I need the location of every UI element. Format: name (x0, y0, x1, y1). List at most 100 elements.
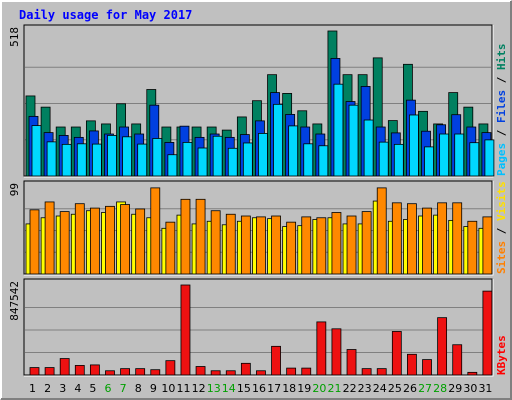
bar-sites (210, 210, 221, 275)
bar-sites (361, 211, 372, 275)
bar-kbytes (256, 370, 266, 376)
bar-pages (258, 133, 268, 177)
bar-pages (107, 135, 117, 177)
bar-kbytes (210, 370, 221, 376)
bar-sites (256, 216, 266, 275)
bar-pages (212, 135, 223, 177)
bar-pages (303, 143, 314, 177)
bar-kbytes (135, 368, 146, 376)
bar-kbytes (286, 367, 297, 376)
bar-pages (484, 139, 495, 177)
bar-pages (424, 146, 434, 177)
plot-area (23, 278, 493, 376)
x-tick-label: 17 (267, 382, 281, 395)
y-max-label: 518 (8, 27, 21, 47)
bar-kbytes (376, 368, 387, 376)
x-tick-label: 2 (44, 382, 51, 395)
x-tick-label: 9 (150, 382, 157, 395)
bar-kbytes (331, 328, 342, 376)
x-tick-label: 22 (343, 382, 357, 395)
bar-sites (301, 216, 312, 275)
bar-sites (482, 216, 493, 275)
bar-sites (180, 198, 191, 275)
bar-kbytes (180, 284, 191, 376)
bar-sites (437, 202, 448, 275)
legend-entry: Sites (495, 241, 508, 274)
x-tick-label: 25 (388, 382, 402, 395)
bar-pages (91, 143, 102, 177)
bar-kbytes (316, 321, 327, 376)
bar-kbytes (346, 349, 357, 376)
bar-sites (120, 204, 130, 275)
bar-pages (439, 133, 450, 177)
legend-entry: Hits (495, 44, 508, 71)
bar-kbytes (59, 358, 70, 376)
x-tick-label: 27 (418, 382, 432, 395)
bar-sites (452, 202, 463, 275)
legend-entry: / (495, 123, 508, 143)
side-legend: Pages / Files / Hits (495, 44, 508, 177)
bar-sites (467, 220, 478, 275)
visits-panel: 99 Sites / Visits (8, 180, 508, 276)
bar-kbytes (467, 371, 478, 376)
bar-pages (409, 114, 419, 177)
bar-sites (346, 215, 357, 275)
bar-kbytes (105, 370, 115, 376)
y-max-label: 99 (8, 183, 21, 196)
bar-kbytes (361, 368, 372, 376)
bar-kbytes (422, 359, 432, 376)
x-tick-label: 16 (252, 382, 266, 395)
bar-sites (135, 208, 146, 275)
bar-sites (105, 205, 115, 275)
x-tick-label: 21 (327, 382, 341, 395)
x-tick-label: 20 (312, 382, 326, 395)
bar-sites (331, 212, 342, 275)
x-tick-label: 14 (222, 382, 236, 395)
bar-sites (225, 213, 236, 275)
x-tick-label: 6 (105, 382, 112, 395)
bar-kbytes (195, 366, 206, 376)
bar-pages (122, 136, 132, 177)
legend-entry: / (495, 221, 508, 241)
bar-kbytes (74, 365, 85, 376)
legend-entry: Pages (495, 143, 508, 176)
bar-sites (195, 198, 206, 275)
bar-pages (152, 138, 163, 177)
plot-area-bevel (24, 25, 494, 178)
bar-kbytes (271, 345, 281, 376)
bar-sites (391, 202, 402, 275)
x-tick-label: 30 (463, 382, 477, 395)
bar-pages (197, 147, 208, 177)
x-tick-label: 12 (192, 382, 206, 395)
bar-kbytes (29, 367, 40, 376)
bar-pages (288, 125, 299, 177)
bar-kbytes (301, 367, 312, 376)
panels-layer: 518 Pages / Files / Hits 99 Sites / Visits 8… (8, 24, 508, 377)
bar-sites (422, 207, 432, 275)
bar-sites (89, 207, 100, 275)
bar-pages (31, 125, 42, 177)
bar-sites (44, 201, 55, 275)
bar-sites (59, 211, 70, 275)
x-tick-label: 15 (237, 382, 251, 395)
x-tick-label: 18 (282, 382, 296, 395)
bar-pages (46, 141, 57, 177)
bar-sites (165, 221, 176, 275)
x-tick-label: 31 (478, 382, 492, 395)
x-axis: 1 2 3 4 5 6 7 8 9 10 11 12 13 14 15 16 17 18 19 20 21 22 23 24 2… (29, 382, 492, 395)
bar-pages (273, 103, 283, 177)
bar-pages (182, 142, 193, 177)
bar-kbytes (437, 317, 448, 376)
legend-entry: / (495, 70, 508, 90)
x-tick-label: 13 (207, 382, 221, 395)
bar-kbytes (165, 360, 176, 376)
bar-sites (286, 221, 297, 275)
x-tick-label: 3 (59, 382, 66, 395)
x-tick-label: 19 (297, 382, 311, 395)
bar-sites (150, 187, 161, 275)
bar-kbytes (407, 353, 417, 376)
x-tick-label: 10 (161, 382, 175, 395)
bar-kbytes (225, 370, 236, 376)
